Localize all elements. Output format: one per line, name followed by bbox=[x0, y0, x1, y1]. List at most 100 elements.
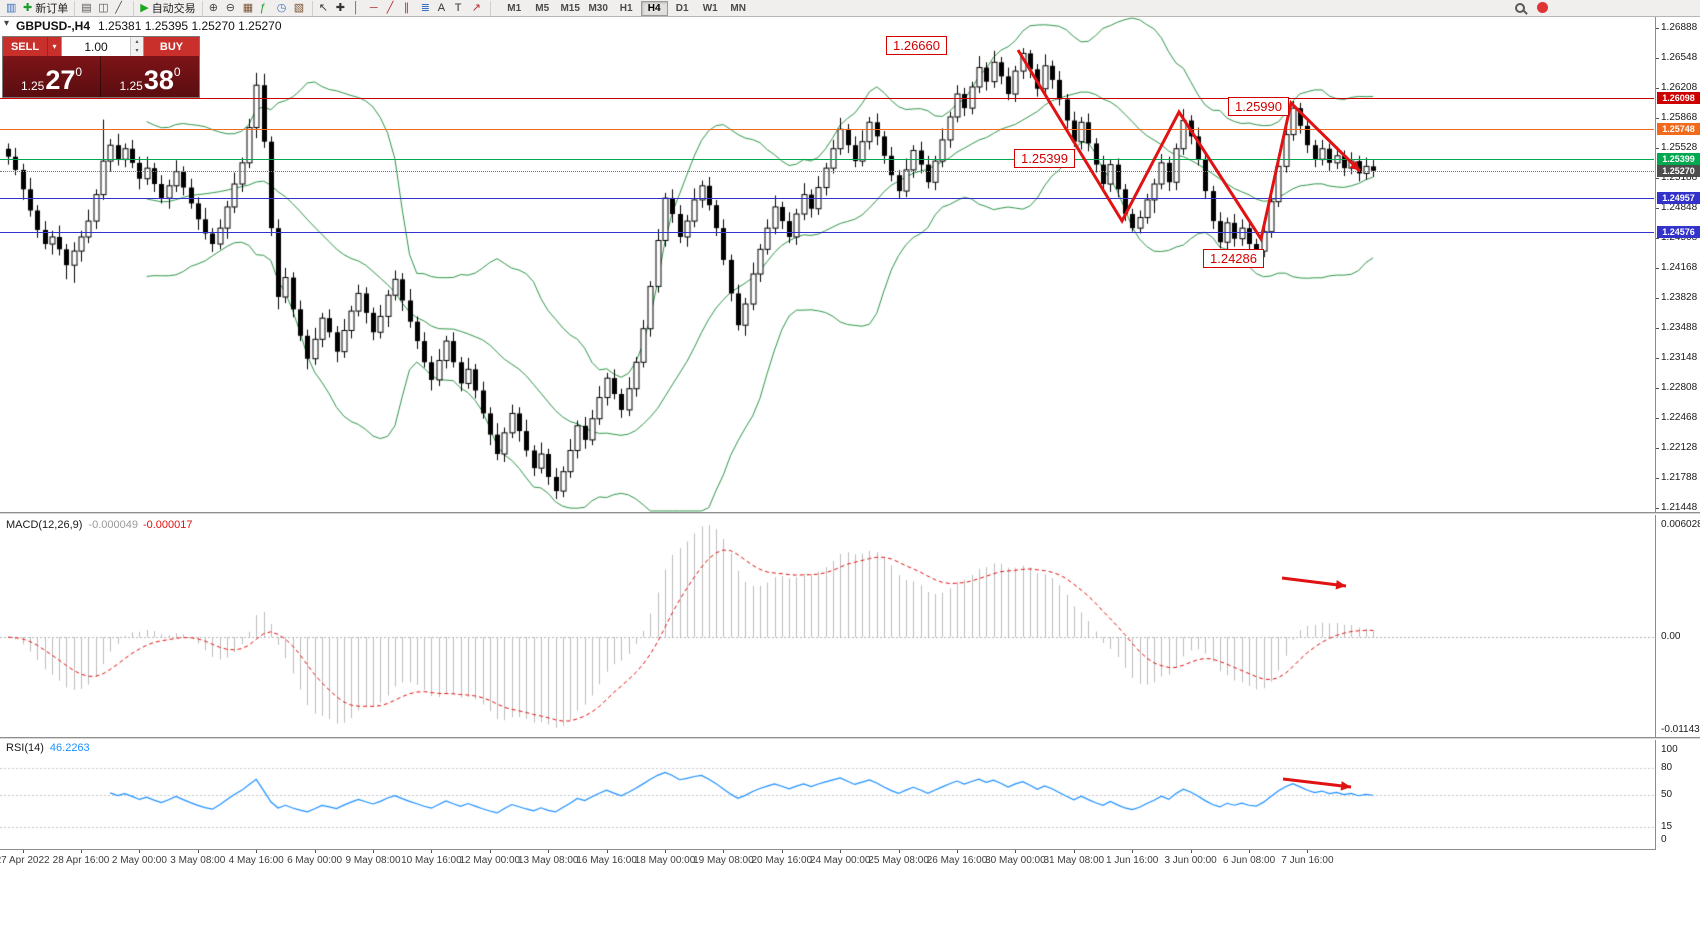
price-tick-label: 1.21788 bbox=[1661, 472, 1698, 484]
price-tick-mark bbox=[1656, 28, 1659, 30]
horizontal-line[interactable] bbox=[0, 97, 1654, 99]
fibonacci-icon[interactable]: ≣ bbox=[419, 1, 435, 16]
timeframe-m30[interactable]: M30 bbox=[585, 1, 612, 16]
time-tick-mark bbox=[957, 850, 958, 853]
price-tick-mark bbox=[1656, 58, 1659, 60]
notification-dot[interactable] bbox=[1537, 2, 1548, 13]
chart-candles-icon[interactable]: ◫ bbox=[96, 1, 112, 16]
sell-price-display[interactable]: 1.25 27 0 bbox=[3, 56, 101, 97]
time-tick-mark bbox=[1190, 850, 1192, 853]
label-icon[interactable]: T bbox=[453, 1, 469, 16]
text-icon[interactable]: A bbox=[436, 1, 452, 16]
charts-window-icon-glyph: ▥ bbox=[6, 1, 17, 14]
horizontal-line[interactable] bbox=[0, 198, 1654, 200]
trendline-icon[interactable]: ╱ bbox=[385, 1, 401, 16]
toolbar-group: ⊕ ⊖ ▦ ƒ ◷ ▧ bbox=[203, 0, 313, 16]
volume-up-button[interactable]: ▴ bbox=[131, 37, 143, 47]
chart-line-icon[interactable]: ╱ bbox=[113, 1, 129, 16]
horizontal-line[interactable] bbox=[0, 232, 1654, 234]
timeframe-m15[interactable]: M15 bbox=[557, 1, 584, 16]
price-level-badge: 1.26098 bbox=[1657, 91, 1700, 104]
time-label: 13 May 08:00 bbox=[517, 855, 579, 866]
timeframe-h1[interactable]: H1 bbox=[613, 1, 640, 16]
buy-button[interactable]: BUY bbox=[144, 37, 199, 56]
timeframe-mn[interactable]: MN bbox=[725, 1, 752, 16]
time-label: 26 May 16:00 bbox=[926, 855, 988, 866]
price-annotation[interactable]: 1.26660 bbox=[886, 36, 947, 55]
price-scale[interactable]: 1.26888 1.26548 1.26208 1.25868 1.25528 1.251… bbox=[1655, 0, 1700, 850]
chart-bars-icon[interactable]: ▤ bbox=[79, 1, 95, 16]
zoom-out-icon[interactable]: ⊖ bbox=[224, 1, 240, 16]
panel-separator-rsi[interactable] bbox=[0, 737, 1700, 740]
indicator-scale-label: 0.00 bbox=[1661, 631, 1681, 643]
toolbar-left-groups: ▥ ✚ 新订单 ▤ ◫ ╱ ▶ 自动交易 ⊕ ⊖ ▦ ƒ ◷ ▧ ↖ ✚ │ ─ ╱ ∥ ≣ A T ↗ bbox=[0, 0, 491, 16]
time-label: 2 May 00:00 bbox=[111, 855, 167, 866]
indicator-scale-label: 50 bbox=[1661, 789, 1673, 800]
price-tick-label: 1.26888 bbox=[1661, 22, 1698, 34]
charts-window-icon[interactable]: ▥ bbox=[4, 1, 20, 16]
channel-icon[interactable]: ∥ bbox=[402, 1, 418, 16]
time-label: 31 May 08:00 bbox=[1043, 855, 1105, 866]
horizontal-line[interactable] bbox=[0, 128, 1654, 130]
price-tick-label: 1.22808 bbox=[1661, 382, 1698, 394]
price-tick-mark bbox=[1656, 298, 1659, 300]
price-annotation[interactable]: 1.25399 bbox=[1014, 149, 1075, 168]
vertical-line-icon[interactable]: │ bbox=[351, 1, 367, 16]
volume-down-button[interactable]: ▾ bbox=[131, 46, 143, 56]
timeframe-m5[interactable]: M5 bbox=[529, 1, 556, 16]
order-type-dropdown[interactable]: ▾ bbox=[47, 37, 61, 56]
buy-price-display[interactable]: 1.25 38 0 bbox=[101, 56, 199, 97]
cursor-icon[interactable]: ↖ bbox=[317, 1, 333, 16]
price-annotation[interactable]: 1.25990 bbox=[1228, 97, 1289, 116]
time-label: 1 Jun 16:00 bbox=[1106, 855, 1159, 866]
sell-price-head: 1.25 bbox=[20, 79, 45, 93]
autotrading-button[interactable]: ▶ 自动交易 bbox=[138, 1, 197, 16]
macd-signal-value: -0.000017 bbox=[142, 519, 193, 531]
label-icon-glyph: T bbox=[454, 1, 462, 14]
timeframe-m1[interactable]: M1 bbox=[501, 1, 528, 16]
crosshair-icon[interactable]: ✚ bbox=[334, 1, 350, 16]
templates-icon-glyph: ▧ bbox=[293, 1, 305, 14]
price-tick-label: 1.22128 bbox=[1661, 442, 1698, 454]
horizontal-line[interactable] bbox=[0, 159, 1654, 161]
symbol-period-label: GBPUSD-,H4 bbox=[16, 19, 91, 33]
search-icon[interactable] bbox=[1515, 2, 1525, 13]
timeframe-h4[interactable]: H4 bbox=[640, 0, 668, 16]
new-order-button[interactable]: ✚ 新订单 bbox=[21, 1, 70, 16]
timeframe-w1[interactable]: W1 bbox=[697, 1, 724, 16]
tile-windows-icon[interactable]: ▦ bbox=[241, 1, 257, 16]
fibonacci-icon-glyph: ≣ bbox=[420, 1, 430, 14]
one-click-toggle-icon[interactable]: ▾ bbox=[4, 18, 10, 29]
time-tick-mark bbox=[1249, 850, 1250, 853]
arrows-icon[interactable]: ↗ bbox=[470, 1, 486, 16]
sell-price-pip: 0 bbox=[75, 65, 83, 79]
templates-icon[interactable]: ▧ bbox=[292, 1, 308, 16]
timeframe-d1[interactable]: D1 bbox=[669, 1, 696, 16]
time-label: 10 May 16:00 bbox=[401, 855, 462, 866]
time-tick-mark bbox=[665, 850, 666, 853]
horizontal-line-icon[interactable]: ─ bbox=[368, 1, 384, 16]
time-label: 27 Apr 2022 bbox=[0, 855, 50, 866]
zoom-in-icon[interactable]: ⊕ bbox=[207, 1, 223, 16]
price-tick-mark bbox=[1656, 478, 1659, 480]
volume-input[interactable] bbox=[62, 37, 130, 56]
sell-button[interactable]: SELL bbox=[3, 37, 47, 56]
horizontal-line[interactable] bbox=[0, 170, 1654, 172]
autotrading-button-glyph: ▶ bbox=[140, 1, 149, 14]
rsi-name: RSI(14) bbox=[6, 742, 44, 754]
buy-price-pip: 0 bbox=[173, 65, 181, 79]
price-tick-label: 1.23828 bbox=[1661, 292, 1698, 304]
sell-price-big: 27 bbox=[45, 65, 76, 95]
indicator-scale-label: 100 bbox=[1661, 744, 1678, 755]
time-label: 28 Apr 16:00 bbox=[52, 855, 110, 866]
indicators-icon[interactable]: ƒ bbox=[258, 1, 274, 16]
time-axis[interactable]: 27 Apr 2022 28 Apr 16:00 2 May 00:00 3 May … bbox=[0, 849, 1700, 871]
price-annotation[interactable]: 1.24286 bbox=[1203, 249, 1264, 268]
price-tick-mark bbox=[1656, 388, 1659, 390]
new-order-button-glyph: ✚ bbox=[23, 1, 33, 14]
panel-separator-macd[interactable] bbox=[0, 512, 1700, 515]
periods-icon[interactable]: ◷ bbox=[275, 1, 291, 16]
time-tick-mark bbox=[1307, 850, 1309, 853]
